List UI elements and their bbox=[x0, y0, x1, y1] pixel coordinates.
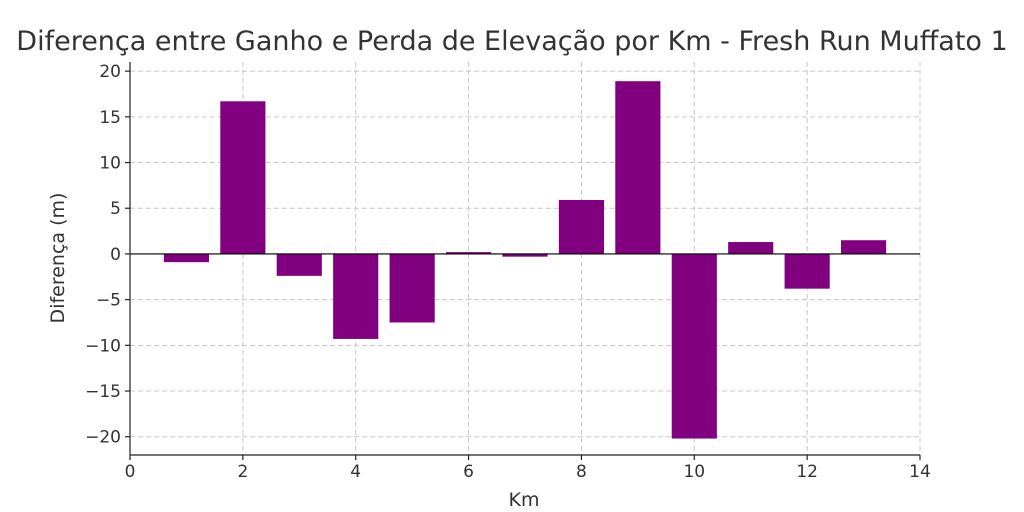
y-ticks: −20 −15 −10 −5 0 5 10 15 20 bbox=[85, 62, 130, 448]
y-tick-label: 15 bbox=[99, 108, 121, 128]
y-tick-label: −15 bbox=[85, 382, 121, 402]
x-tick-label: 8 bbox=[576, 462, 587, 482]
x-tick-label: 2 bbox=[237, 462, 248, 482]
y-tick-label: 0 bbox=[110, 245, 121, 265]
axes bbox=[129, 62, 920, 456]
bar-km-7 bbox=[502, 253, 548, 257]
bar-km-2 bbox=[220, 101, 266, 254]
y-tick-label: 5 bbox=[110, 199, 121, 219]
bar-km-8 bbox=[558, 200, 604, 254]
bar-km-13 bbox=[841, 240, 887, 254]
x-tick-label: 12 bbox=[796, 462, 818, 482]
bar-km-11 bbox=[728, 242, 774, 254]
y-axis-label: Diferença (m) bbox=[47, 193, 69, 324]
chart-title: Diferença entre Ganho e Perda de Elevaçã… bbox=[16, 26, 1007, 57]
y-tick-label: −10 bbox=[85, 336, 121, 356]
bar-km-6 bbox=[446, 252, 492, 254]
bar-km-1 bbox=[163, 253, 209, 263]
x-ticks: 0 2 4 6 8 10 12 14 bbox=[125, 455, 931, 482]
x-tick-label: 4 bbox=[350, 462, 361, 482]
y-tick-label: −20 bbox=[85, 428, 121, 448]
bar-km-12 bbox=[784, 253, 830, 289]
x-tick-label: 10 bbox=[683, 462, 705, 482]
bar-km-5 bbox=[389, 253, 435, 323]
y-tick-label: −5 bbox=[96, 291, 121, 311]
bar-km-4 bbox=[333, 253, 379, 339]
x-tick-label: 6 bbox=[463, 462, 474, 482]
x-tick-label: 14 bbox=[909, 462, 931, 482]
y-tick-label: 20 bbox=[99, 62, 121, 82]
y-tick-label: 10 bbox=[99, 154, 121, 174]
x-tick-label: 0 bbox=[125, 462, 136, 482]
bar-km-9 bbox=[615, 81, 661, 254]
bar-km-3 bbox=[276, 253, 322, 276]
x-axis-label: Km bbox=[509, 489, 540, 511]
bars bbox=[163, 81, 887, 439]
bar-km-10 bbox=[671, 253, 717, 439]
